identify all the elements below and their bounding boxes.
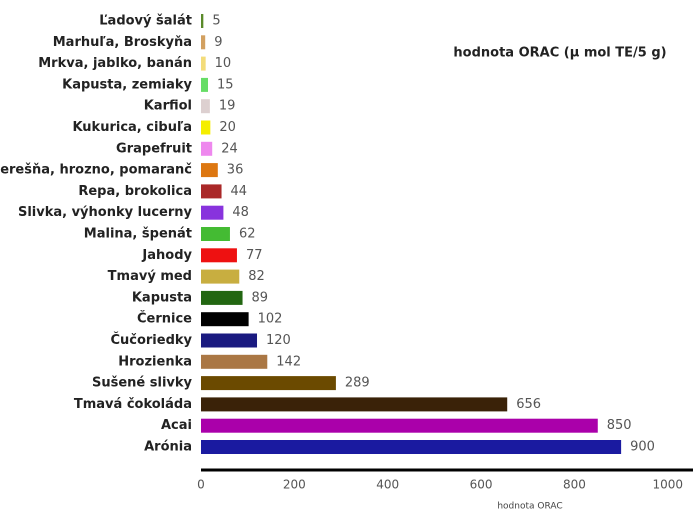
y-tick-label: Tmavý med	[108, 269, 192, 284]
value-label: 77	[246, 248, 263, 263]
bar	[201, 376, 336, 391]
y-tick-label: Acai	[161, 418, 192, 433]
value-label: 9	[214, 35, 222, 50]
bar	[201, 418, 598, 433]
y-tick-label: Tmavá čokoláda	[74, 397, 192, 412]
y-tick-label: Marhuľa, Broskyňa	[53, 35, 192, 50]
value-label: 10	[215, 56, 232, 71]
y-tick-label: Čučoriedky	[110, 332, 192, 348]
y-tick-label: Arónia	[144, 440, 192, 455]
value-label: 102	[258, 312, 283, 327]
bar	[201, 163, 218, 178]
y-tick-label: Malina, špenát	[84, 227, 192, 242]
value-label: 20	[219, 120, 236, 135]
value-label: 48	[232, 205, 249, 220]
bar	[201, 35, 206, 50]
bar	[201, 205, 224, 220]
bar	[201, 312, 249, 327]
bar	[201, 14, 204, 28]
value-label: 656	[516, 397, 541, 412]
y-tick-label: Sušené slivky	[92, 376, 193, 391]
y-tick-label: Karfiol	[144, 99, 192, 114]
value-label: 850	[607, 418, 632, 433]
value-label: 142	[276, 354, 301, 369]
x-tick-label: 1000	[653, 478, 684, 492]
y-tick-label: Čerešňa, hrozno, pomaranč	[0, 162, 192, 178]
bar	[201, 440, 622, 454]
y-tick-label: Jahody	[141, 248, 192, 263]
value-label: 15	[217, 77, 234, 92]
bar	[201, 56, 206, 71]
x-axis-label: hodnota ORAC	[497, 502, 562, 512]
value-label: 120	[266, 333, 291, 348]
y-tick-label: Kapusta	[132, 290, 192, 305]
x-tick-label: 200	[283, 478, 306, 492]
x-tick-label: 800	[563, 478, 586, 492]
y-tick-label: Hrozienka	[118, 354, 192, 369]
y-tick-label: Černice	[137, 311, 192, 327]
bar	[201, 290, 243, 305]
value-label: 44	[231, 184, 248, 199]
bar	[201, 77, 209, 92]
bar	[201, 99, 210, 114]
value-label: 89	[252, 290, 269, 305]
y-tick-label: Ľadový šalát	[99, 14, 192, 29]
chart-title: hodnota ORAC (μ mol TE/5 g)	[453, 46, 666, 61]
value-label: 900	[630, 440, 655, 455]
bar	[201, 141, 213, 156]
y-tick-label: Kapusta, zemiaky	[62, 77, 192, 92]
value-label: 24	[221, 141, 238, 156]
bar	[201, 248, 237, 263]
bar	[201, 269, 240, 284]
x-tick-label: 400	[376, 478, 399, 492]
bar	[201, 184, 222, 199]
y-tick-label: Mrkva, jablko, banán	[38, 56, 192, 71]
value-label: 19	[219, 99, 236, 114]
value-label: 62	[239, 227, 256, 242]
bar	[201, 333, 258, 348]
x-tick-label: 0	[197, 478, 205, 492]
value-label: 5	[212, 14, 220, 29]
bar	[201, 354, 268, 369]
bar	[201, 120, 211, 135]
x-tick-label: 600	[470, 478, 493, 492]
y-tick-label: Kukurica, cibuľa	[72, 120, 192, 135]
bar	[201, 397, 508, 412]
y-tick-label: Grapefruit	[116, 141, 192, 156]
value-label: 289	[345, 376, 370, 391]
value-label: 82	[248, 269, 265, 284]
value-label: 36	[227, 163, 244, 178]
y-tick-label: Slivka, výhonky lucerny	[18, 205, 193, 220]
y-tick-label: Repa, brokolica	[78, 184, 192, 199]
bar	[201, 227, 230, 241]
